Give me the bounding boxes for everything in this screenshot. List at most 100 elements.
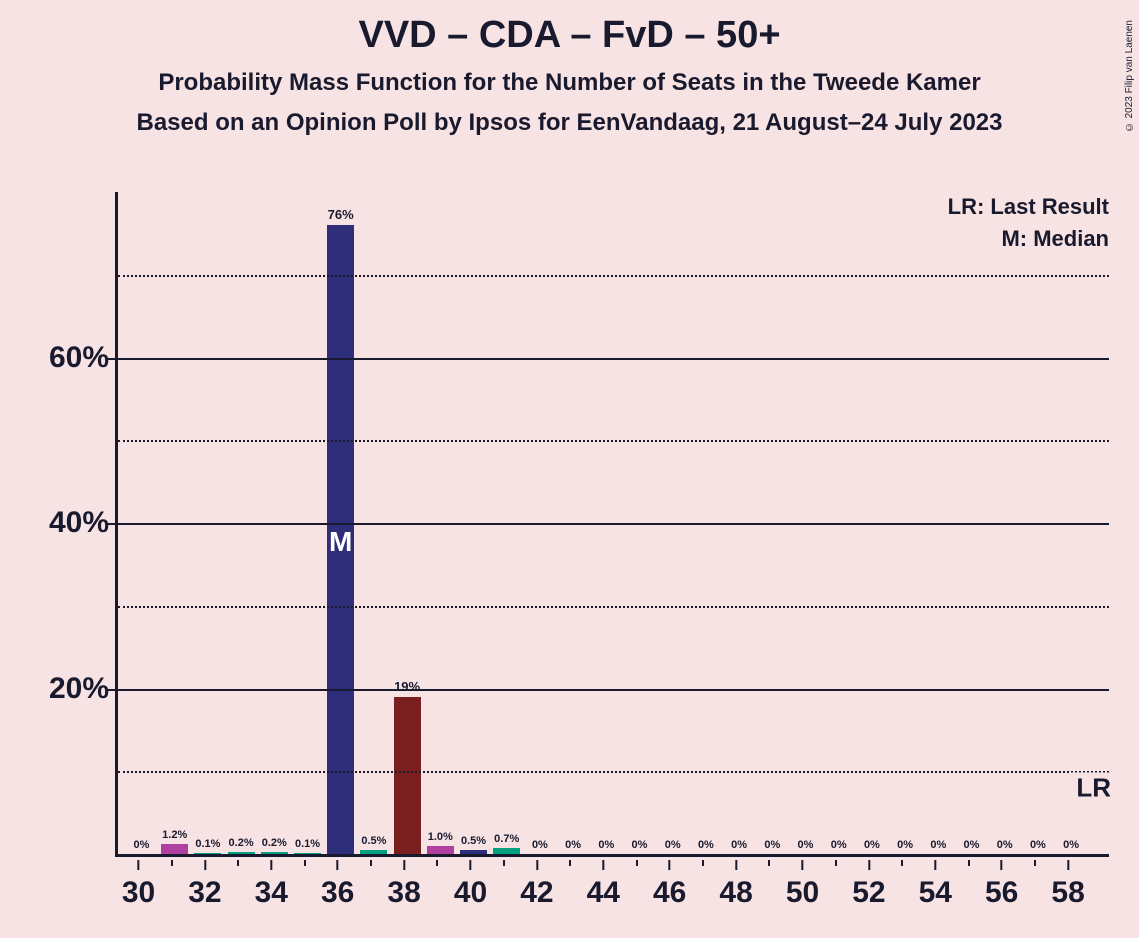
xtick-mark xyxy=(802,860,804,870)
xtick xyxy=(901,860,903,866)
xtick-mark xyxy=(768,860,770,866)
bar-value-label: 0% xyxy=(665,839,681,851)
xtick xyxy=(1034,860,1036,866)
bar-value-label: 0% xyxy=(698,839,714,851)
xtick-label: 38 xyxy=(387,876,420,910)
gridline-major xyxy=(118,523,1109,525)
bar xyxy=(360,850,387,854)
copyright-text: © 2023 Filip van Laenen xyxy=(1124,20,1135,132)
chart-subtitle-2: Based on an Opinion Poll by Ipsos for Ee… xyxy=(0,109,1139,137)
ytick-label: 60% xyxy=(49,341,109,375)
xtick-mark xyxy=(968,860,970,866)
bar-value-label: 0.5% xyxy=(461,835,486,847)
bar-value-label: 1.2% xyxy=(162,829,187,841)
xtick xyxy=(304,860,306,866)
bar xyxy=(394,697,421,854)
bar-slot: 1.0% xyxy=(427,846,454,854)
xtick-label: 48 xyxy=(719,876,752,910)
xtick-mark xyxy=(536,860,538,870)
xtick: 38 xyxy=(387,860,420,910)
bar xyxy=(194,853,221,854)
x-axis: 303234363840424446485052545658 xyxy=(115,860,1109,920)
xtick-mark xyxy=(403,860,405,870)
xtick-mark xyxy=(669,860,671,870)
bar-slot: 19% xyxy=(394,697,421,854)
gridline-major xyxy=(118,358,1109,360)
xtick: 34 xyxy=(255,860,288,910)
xtick-label: 36 xyxy=(321,876,354,910)
xtick-label: 30 xyxy=(122,876,155,910)
xtick-mark xyxy=(1067,860,1069,870)
xtick xyxy=(968,860,970,866)
ytick-mark xyxy=(108,358,118,360)
xtick: 42 xyxy=(520,860,553,910)
xtick-mark xyxy=(237,860,239,866)
bar-value-label: 0.2% xyxy=(262,837,287,849)
bar-slot: 0.5% xyxy=(360,850,387,854)
xtick-mark xyxy=(470,860,472,870)
xtick xyxy=(768,860,770,866)
xtick-label: 44 xyxy=(587,876,620,910)
xtick: 36 xyxy=(321,860,354,910)
xtick: 54 xyxy=(919,860,952,910)
xtick-mark xyxy=(171,860,173,866)
bar-value-label: 0% xyxy=(565,839,581,851)
ytick-label: 20% xyxy=(49,672,109,706)
xtick-label: 50 xyxy=(786,876,819,910)
xtick-label: 54 xyxy=(919,876,952,910)
chart-title: VVD – CDA – FvD – 50+ xyxy=(0,14,1139,57)
bar-value-label: 0% xyxy=(997,839,1013,851)
xtick-mark xyxy=(1001,860,1003,870)
xtick: 44 xyxy=(587,860,620,910)
xtick-mark xyxy=(735,860,737,870)
xtick-mark xyxy=(1034,860,1036,866)
bar-value-label: 0% xyxy=(731,839,747,851)
bar-value-label: 0.2% xyxy=(229,837,254,849)
xtick xyxy=(237,860,239,866)
bar-value-label: 0.7% xyxy=(494,833,519,845)
xtick-mark xyxy=(835,860,837,866)
xtick-mark xyxy=(138,860,140,870)
bar-value-label: 0% xyxy=(598,839,614,851)
chart-plot-area: 0%1.2%0.1%0.2%0.2%0.1%76%M0.5%19%1.0%0.5… xyxy=(115,192,1109,857)
xtick-mark xyxy=(337,860,339,870)
xtick-mark xyxy=(702,860,704,866)
bar-value-label: 0% xyxy=(1030,839,1046,851)
xtick-label: 40 xyxy=(454,876,487,910)
bar-value-label: 0.1% xyxy=(295,838,320,850)
gridline-major xyxy=(118,689,1109,691)
bar-slot: 0.5% xyxy=(460,850,487,854)
xtick: 58 xyxy=(1051,860,1084,910)
xtick-mark xyxy=(270,860,272,870)
bar-value-label: 0.5% xyxy=(361,835,386,847)
xtick: 56 xyxy=(985,860,1018,910)
xtick-label: 34 xyxy=(255,876,288,910)
gridline-minor xyxy=(118,606,1109,608)
ytick-mark xyxy=(108,689,118,691)
bar xyxy=(261,852,288,854)
bar-slot: 0.2% xyxy=(228,852,255,854)
bar-slot: 0.2% xyxy=(261,852,288,854)
bar-value-label: 0% xyxy=(134,839,150,851)
xtick: 46 xyxy=(653,860,686,910)
bar xyxy=(460,850,487,854)
bar xyxy=(161,844,188,854)
xtick-mark xyxy=(204,860,206,870)
gridline-minor xyxy=(118,771,1109,773)
xtick-label: 46 xyxy=(653,876,686,910)
bar-value-label: 1.0% xyxy=(428,831,453,843)
bar-slot: 1.2% xyxy=(161,844,188,854)
bar-value-label: 0% xyxy=(1063,839,1079,851)
bar-value-label: 0% xyxy=(930,839,946,851)
xtick xyxy=(636,860,638,866)
bar-value-label: 0% xyxy=(864,839,880,851)
bar-slot: 0.1% xyxy=(194,853,221,854)
bar xyxy=(427,846,454,854)
xtick-mark xyxy=(370,860,372,866)
xtick-mark xyxy=(868,860,870,870)
xtick xyxy=(569,860,571,866)
xtick-mark xyxy=(602,860,604,870)
bar-value-label: 0% xyxy=(798,839,814,851)
lr-marker: LR xyxy=(1070,772,1111,803)
gridline-minor xyxy=(118,440,1109,442)
